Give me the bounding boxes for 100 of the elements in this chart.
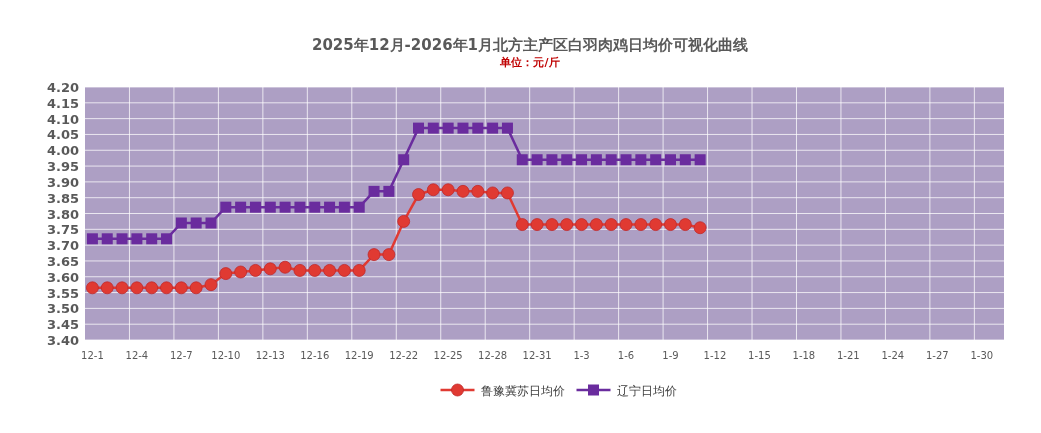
y-tick-label: 3.70 [46,238,79,254]
y-tick-label: 3.55 [46,285,79,301]
point [160,281,173,295]
y-tick-label: 3.90 [46,174,79,190]
y-tick-label: 3.75 [46,222,79,238]
point [619,218,633,231]
point [324,201,336,213]
point [457,122,469,134]
x-tick-label: 1-6 [617,350,635,361]
point [664,218,677,231]
point [145,281,159,295]
point [530,218,544,231]
point [235,201,247,213]
x-tick-label: 12-25 [433,350,463,361]
x-tick-label: 1-12 [703,350,727,361]
point [501,186,514,200]
x-tick-label: 1-27 [925,350,949,361]
point [338,201,350,213]
x-tick-label: 12-19 [344,350,374,361]
x-tick-label: 1-30 [970,350,994,361]
x-tick-label: 12-4 [125,350,149,361]
y-tick-label: 3.60 [46,269,79,285]
point [279,201,291,213]
point [664,154,676,166]
x-tick-label: 12-7 [170,350,193,361]
y-tick-label: 4.05 [46,127,79,143]
point [576,154,588,166]
point [678,218,692,231]
point [101,233,113,245]
x-tick-label: 1-15 [748,350,771,361]
point [620,154,632,166]
point [219,267,233,280]
point [590,154,602,166]
y-tick-label: 4.15 [46,95,79,111]
point [634,218,648,231]
y-tick-label: 3.85 [46,190,79,206]
point [146,233,158,245]
y-tick-label: 3.45 [46,317,79,333]
y-tick-label: 3.95 [46,159,79,175]
x-tick-label: 12-16 [300,350,330,361]
x-tick-label: 12-31 [522,350,552,361]
point [264,201,276,213]
x-tick-label: 12-13 [255,350,285,361]
point [426,183,440,197]
point [115,281,129,295]
x-tick-label: 1-9 [662,350,679,361]
point [575,218,588,231]
point [694,154,706,166]
point [442,122,454,134]
x-tick-label: 12-22 [389,350,419,361]
point [650,154,662,166]
point [116,233,128,245]
point [693,221,707,235]
point [456,184,470,198]
point [679,154,691,166]
point [249,264,262,277]
point [604,218,618,231]
point [546,154,558,166]
y-tick-label: 4.20 [46,80,79,95]
point [516,154,528,166]
x-tick-label: 12-10 [211,350,241,361]
point [189,281,203,295]
point [131,233,143,245]
point [531,154,543,166]
y-tick-label: 3.65 [46,253,79,269]
point [412,188,425,201]
point [413,122,425,134]
legend-label: 辽宁日均价 [616,383,677,398]
point [560,218,574,231]
point [368,185,380,197]
point [338,264,351,277]
chart-subtitle: 单位：元/斤 [499,56,560,69]
y-tick-label: 3.80 [46,206,79,222]
point [545,218,559,231]
x-tick-label: 1-21 [837,350,860,361]
x-tick-label: 1-24 [881,350,905,361]
point [278,260,292,274]
point [204,278,218,292]
point [501,122,513,134]
point [234,265,248,279]
point [161,233,173,245]
point [441,183,455,197]
point [382,248,396,262]
point [263,262,277,276]
point [294,201,306,213]
point [649,218,663,231]
x-tick-label: 12-28 [478,350,508,361]
point [308,264,322,277]
point [487,122,499,134]
point [353,201,365,213]
point [293,264,307,277]
point [309,201,321,213]
point [205,217,217,229]
y-tick-label: 4.00 [46,143,79,159]
point [635,154,647,166]
point [486,186,500,200]
legend-label: 鲁豫冀苏日均价 [480,383,565,398]
y-tick-label: 3.50 [46,301,79,317]
point [605,154,617,166]
point [249,201,261,213]
